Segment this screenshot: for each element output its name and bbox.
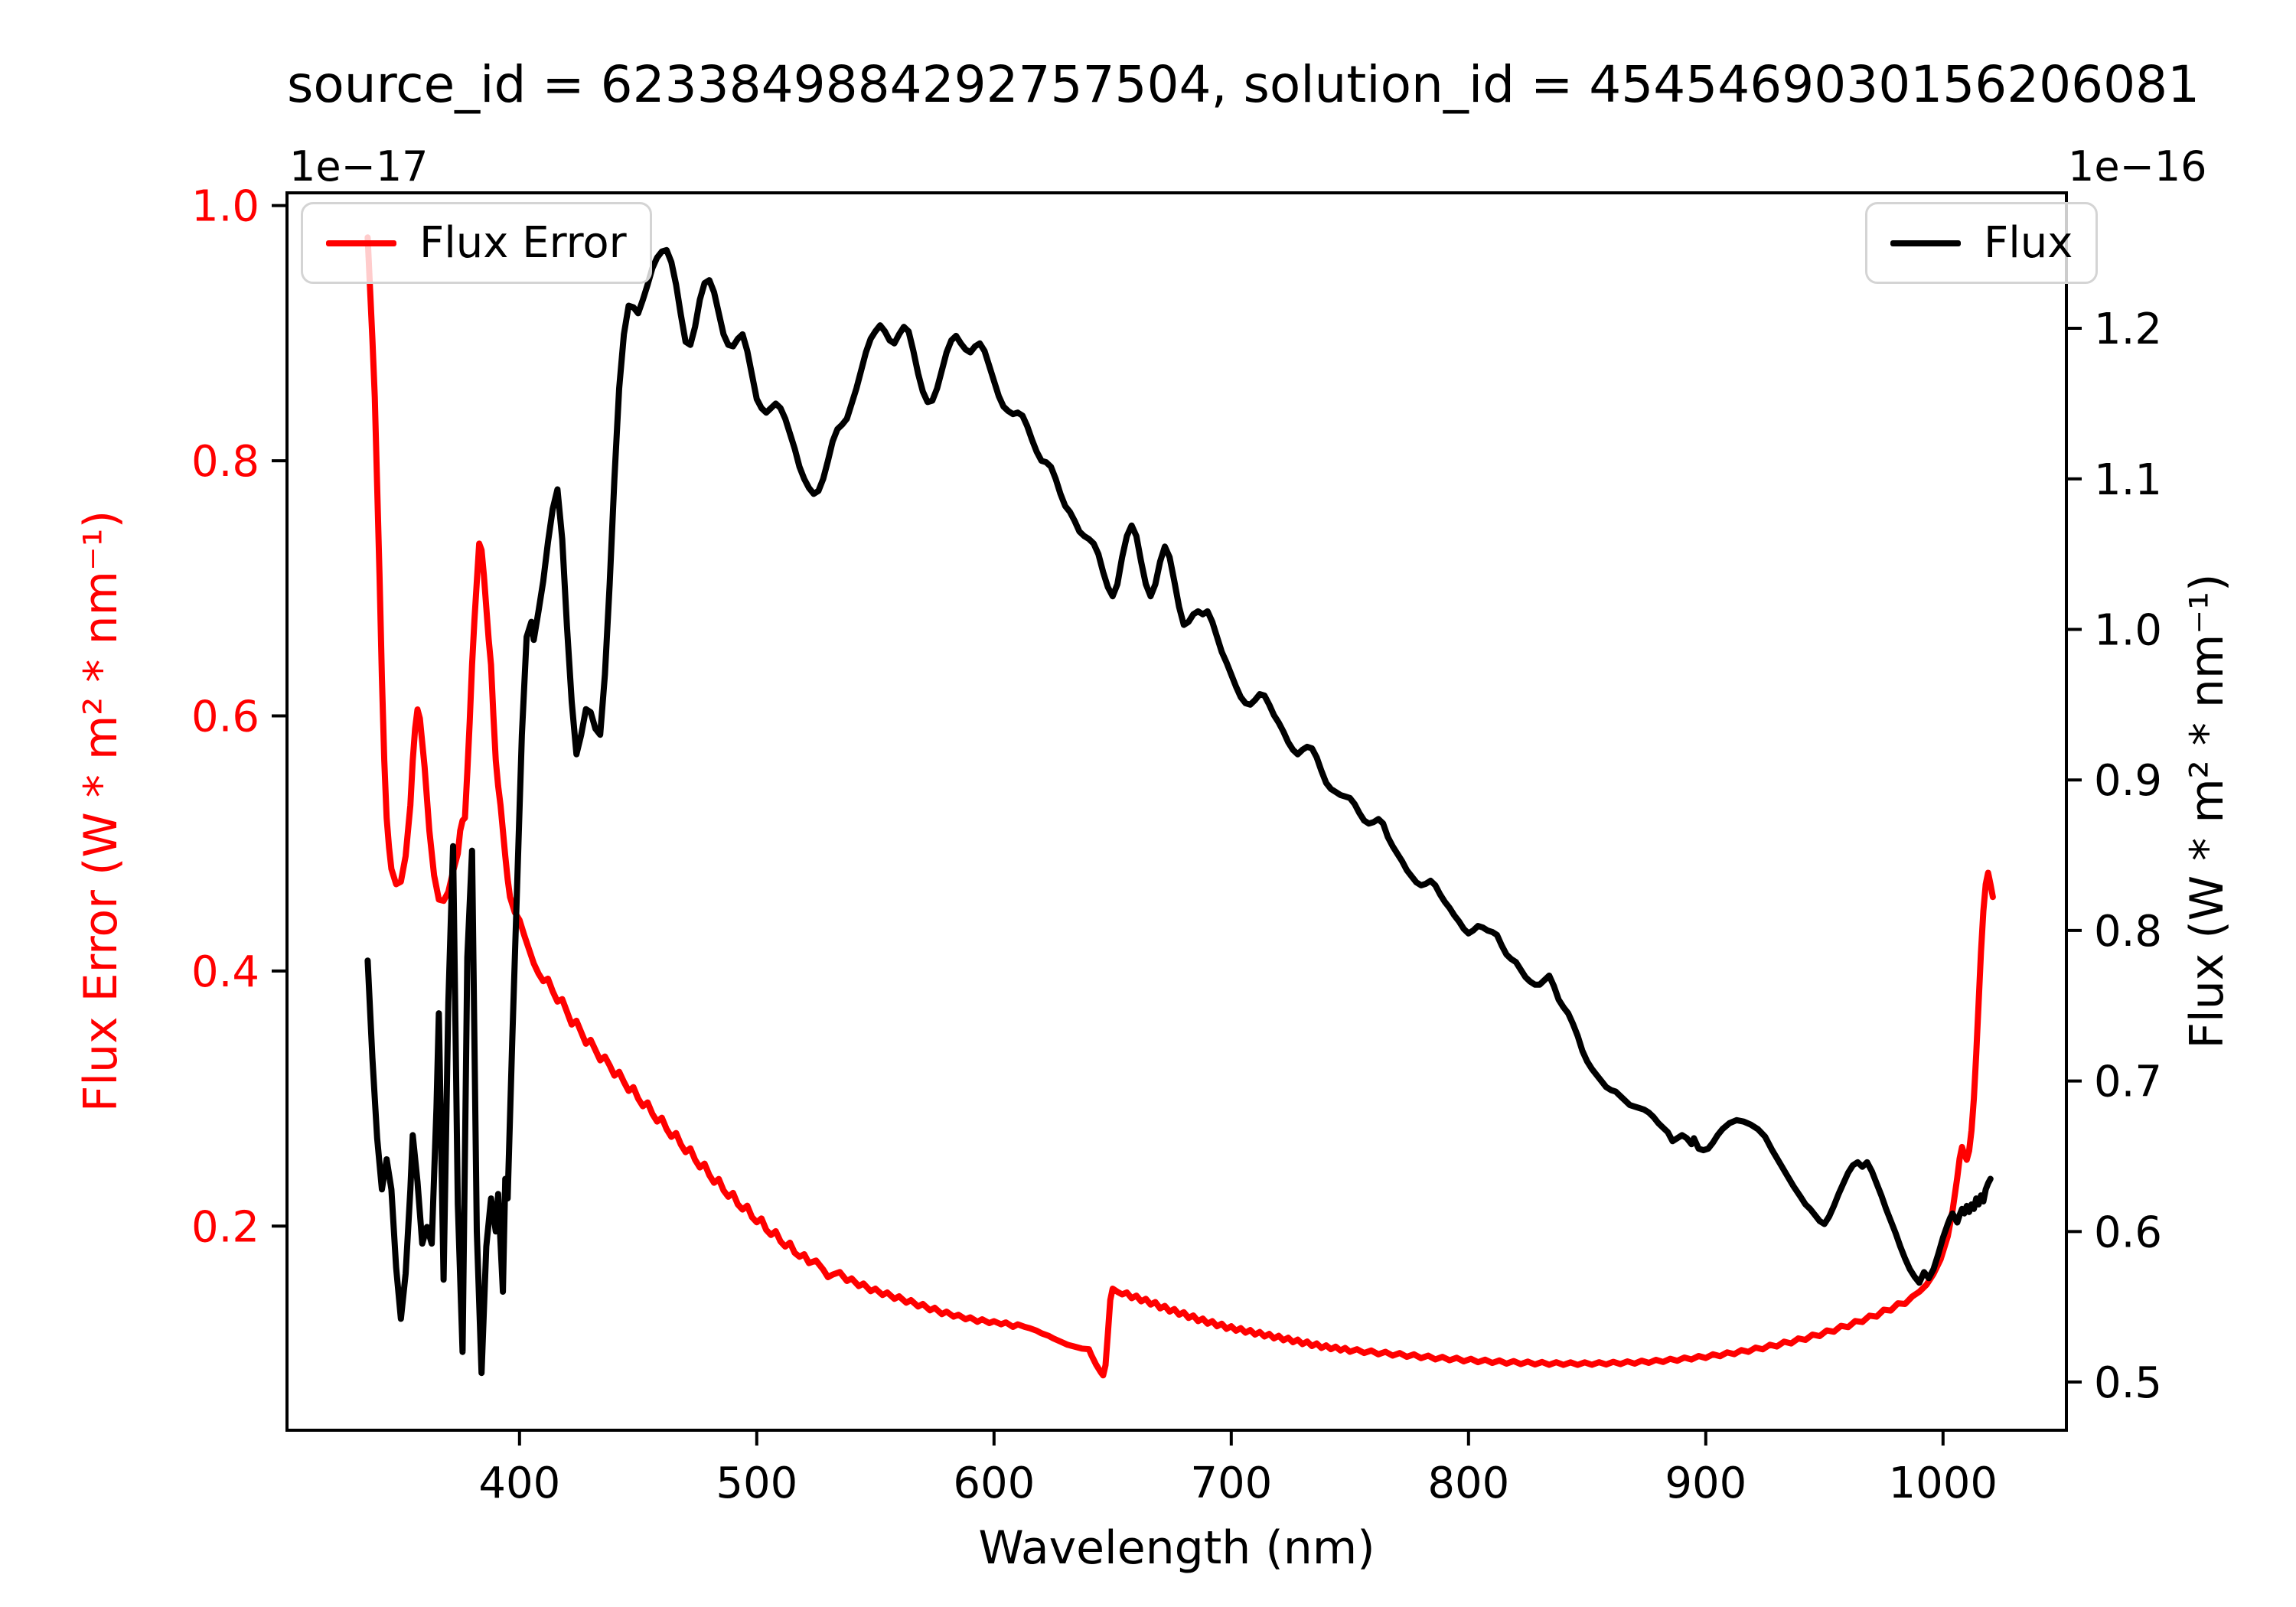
left-tick-label: 0.2 — [191, 1202, 259, 1252]
chart-title: source_id = 6233849884292757504, solutio… — [287, 55, 2200, 114]
x-tick-label: 800 — [1427, 1459, 1509, 1508]
right-tick-label: 0.5 — [2094, 1358, 2162, 1408]
axes-frame — [285, 191, 2068, 1432]
left-tick-label: 0.8 — [191, 437, 259, 487]
flux-legend-label: Flux — [1984, 218, 2073, 268]
x-tick-label: 600 — [953, 1459, 1035, 1508]
left-tick-label: 0.4 — [191, 947, 259, 997]
x-tick-label: 400 — [478, 1459, 560, 1508]
right-tick-label: 0.6 — [2094, 1208, 2162, 1257]
legend-flux: Flux — [1865, 202, 2099, 284]
flux-legend-line-icon — [1890, 240, 1961, 246]
flux-error-line — [364, 234, 1996, 1379]
flux-line — [364, 246, 1994, 1377]
flux-error-legend-label: Flux Error — [419, 218, 627, 268]
x-tick-label: 1000 — [1889, 1459, 1998, 1508]
left-axis-offset-text: 1e−17 — [289, 142, 429, 191]
right-y-axis-label: Flux (W * m² * nm⁻¹) — [2180, 573, 2234, 1049]
right-tick-label: 1.1 — [2094, 455, 2162, 505]
x-tick-label: 700 — [1190, 1459, 1272, 1508]
right-tick-label: 0.9 — [2094, 756, 2162, 806]
right-axis-ticks: 0.5 0.6 0.7 0.8 0.9 1.0 1.1 1.2 — [2066, 305, 2162, 1408]
right-tick-label: 0.7 — [2094, 1058, 2162, 1107]
right-tick-label: 0.8 — [2094, 907, 2162, 957]
right-tick-label: 1.0 — [2094, 605, 2162, 655]
right-axis-offset-text: 1e−16 — [2068, 142, 2207, 191]
x-axis-ticks: 400 500 600 700 800 900 1000 — [478, 1430, 1998, 1508]
left-y-axis-label: Flux Error (W * m² * nm⁻¹) — [74, 510, 128, 1113]
x-axis-label: Wavelength (nm) — [978, 1521, 1375, 1575]
x-tick-label: 500 — [716, 1459, 797, 1508]
left-axis-ticks: 0.2 0.4 0.6 0.8 1.0 — [191, 182, 287, 1252]
right-tick-label: 1.2 — [2094, 305, 2162, 354]
flux-error-legend-line-icon — [326, 240, 396, 246]
x-tick-label: 900 — [1665, 1459, 1746, 1508]
left-tick-label: 1.0 — [191, 182, 259, 232]
legend-flux-error: Flux Error — [301, 202, 652, 284]
left-tick-label: 0.6 — [191, 692, 259, 742]
